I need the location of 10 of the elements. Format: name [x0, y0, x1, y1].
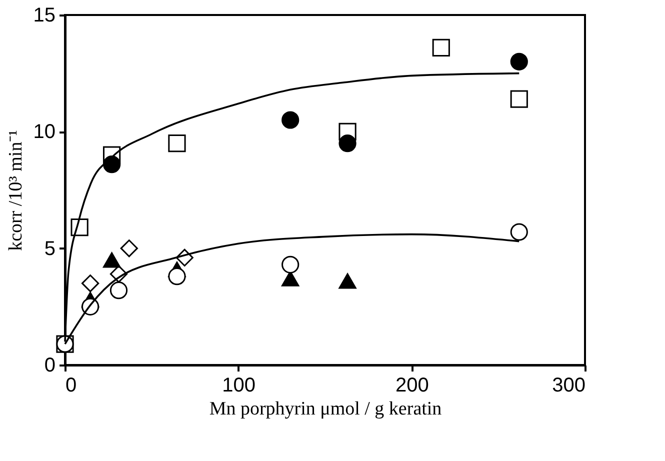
x-tick-label: 300 — [552, 374, 586, 396]
y-tick-label: 5 — [44, 238, 56, 260]
y-tick-label: 10 — [33, 121, 56, 144]
x-tick-label: 100 — [222, 374, 256, 396]
y-tick-label: 0 — [44, 354, 56, 376]
x-tick-label: 200 — [395, 374, 429, 396]
y-axis-title: kcorr /10³ min⁻¹ — [5, 130, 26, 251]
x-tick-label: 0 — [66, 374, 77, 396]
y-tick-label: 15 — [33, 4, 56, 26]
x-axis-title: Mn porphyrin μmol / g keratin — [209, 398, 442, 420]
